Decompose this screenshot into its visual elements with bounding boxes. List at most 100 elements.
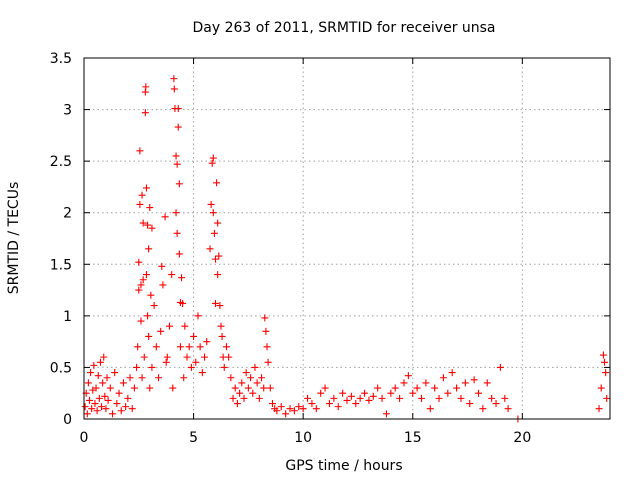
data-point	[356, 394, 364, 402]
data-point	[212, 255, 219, 263]
data-point	[98, 403, 106, 411]
data-point	[247, 374, 255, 382]
data-point	[400, 379, 408, 387]
data-point	[236, 389, 244, 397]
data-point	[262, 327, 270, 335]
data-point	[87, 369, 95, 377]
data-point	[352, 400, 360, 408]
data-point	[180, 374, 188, 382]
data-point	[175, 250, 183, 258]
data-point	[369, 392, 377, 400]
data-point	[102, 405, 110, 413]
data-point	[136, 200, 144, 208]
data-point	[599, 351, 607, 359]
data-point	[190, 332, 198, 340]
data-point	[426, 405, 434, 413]
data-point	[172, 209, 180, 217]
data-point	[192, 358, 200, 366]
chart-title: Day 263 of 2011, SRMTID for receiver uns…	[192, 20, 495, 36]
data-point	[365, 396, 373, 404]
data-point	[213, 179, 221, 187]
data-point	[93, 407, 101, 415]
data-point	[601, 358, 609, 366]
data-point	[308, 400, 316, 408]
data-point	[404, 372, 412, 380]
y-tick-label: 0	[63, 412, 72, 428]
data-point	[147, 291, 155, 299]
data-point	[99, 379, 107, 387]
data-point	[165, 322, 173, 330]
data-point	[162, 358, 170, 366]
data-point	[172, 152, 180, 160]
data-point	[334, 403, 342, 411]
data-point	[244, 384, 252, 392]
data-point	[145, 332, 153, 340]
data-point	[603, 394, 611, 402]
data-point	[122, 403, 130, 411]
data-point	[175, 180, 183, 188]
data-point	[216, 302, 224, 310]
data-point	[391, 384, 399, 392]
data-point	[453, 384, 461, 392]
data-point	[106, 384, 114, 392]
data-point	[115, 389, 123, 397]
data-point	[140, 353, 148, 361]
data-point	[183, 353, 191, 361]
x-tick-label: 20	[513, 430, 531, 446]
data-points	[81, 75, 611, 423]
data-point	[187, 363, 195, 371]
y-axis-title: SRMTID / TECUs	[6, 182, 22, 295]
data-point	[88, 405, 96, 413]
data-point	[475, 389, 482, 397]
data-point	[85, 396, 93, 404]
data-point	[170, 75, 178, 83]
data-point	[100, 353, 108, 361]
data-point	[501, 394, 509, 402]
data-point	[168, 271, 176, 279]
data-point	[117, 407, 125, 415]
data-point	[152, 343, 160, 351]
data-point	[150, 302, 158, 310]
data-point	[286, 405, 294, 413]
data-point	[382, 410, 390, 418]
x-axis-title: GPS time / hours	[285, 458, 402, 474]
data-point	[174, 105, 182, 113]
data-point	[374, 384, 382, 392]
data-point	[155, 374, 163, 382]
data-point	[595, 405, 603, 413]
data-point	[203, 338, 211, 346]
data-point	[277, 403, 285, 411]
data-point	[290, 407, 298, 415]
data-point	[378, 394, 386, 402]
data-point	[268, 400, 276, 408]
x-tick-label: 0	[80, 430, 89, 446]
y-tick-label: 2.5	[50, 154, 72, 170]
data-point	[141, 109, 149, 117]
data-point	[253, 379, 261, 387]
data-point	[142, 271, 150, 279]
data-point	[220, 363, 228, 371]
data-point	[135, 258, 143, 266]
data-point	[227, 374, 235, 382]
data-point	[138, 191, 146, 199]
data-point	[210, 229, 218, 237]
data-point	[225, 353, 233, 361]
data-point	[299, 405, 307, 413]
data-point	[142, 83, 150, 91]
data-point	[90, 361, 98, 369]
data-point	[148, 363, 156, 371]
data-point	[181, 322, 189, 330]
data-point	[242, 369, 250, 377]
data-point	[479, 405, 487, 413]
x-tick-label: 5	[189, 430, 198, 446]
data-point	[229, 394, 237, 402]
y-tick-label: 2	[63, 206, 72, 222]
data-point	[317, 389, 325, 397]
data-point	[435, 394, 443, 402]
data-point	[158, 262, 166, 270]
data-point	[161, 213, 169, 221]
data-point	[261, 314, 269, 322]
data-point	[83, 410, 91, 418]
